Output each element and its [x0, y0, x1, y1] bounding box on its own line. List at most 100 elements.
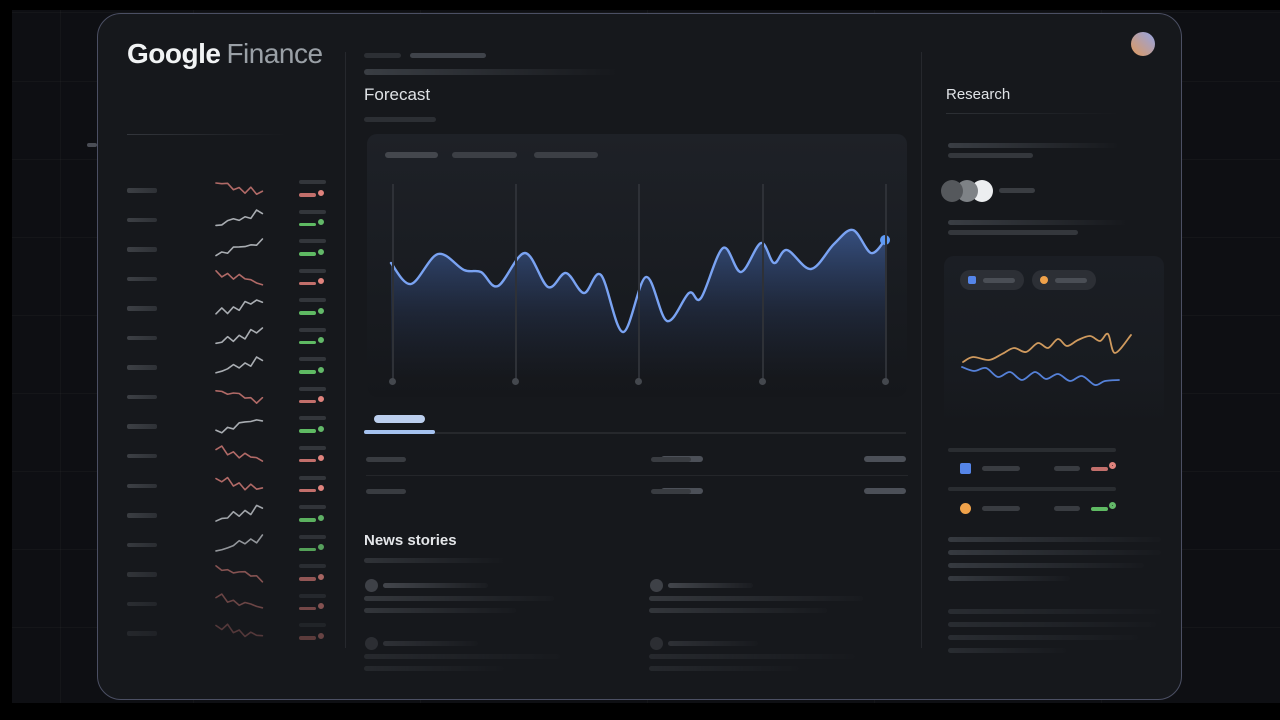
ticker-label-placeholder: [127, 365, 157, 370]
app-logo[interactable]: Google Finance: [127, 38, 323, 70]
row-value-placeholder: [1054, 466, 1080, 471]
research-text-placeholder: [948, 153, 1033, 158]
change-dash-up: [299, 547, 316, 552]
news-item[interactable]: [364, 637, 621, 689]
chart-axis-dot: [759, 378, 766, 385]
watchlist-row-values: [299, 412, 329, 441]
price-placeholder: [299, 357, 326, 362]
ticker-label-placeholder: [127, 424, 157, 429]
watchlist-row[interactable]: [127, 206, 332, 235]
watchlist-row-values: [299, 294, 329, 323]
change-dot-up: [318, 544, 324, 551]
row-change-dot-up: [1109, 502, 1116, 509]
news-source-avatar: [365, 637, 378, 650]
legend-pill-circle[interactable]: [1032, 270, 1096, 290]
chart-gridline: [392, 184, 394, 380]
watchlist-row[interactable]: [127, 472, 332, 501]
research-compare-row[interactable]: [948, 462, 1164, 476]
watchlist-row-values: [299, 590, 329, 619]
filter-toggle-circle[interactable]: [941, 180, 963, 202]
forecast-chart-card: [367, 134, 907, 397]
stat-label-placeholder: [366, 457, 406, 462]
row-marker-square: [960, 463, 971, 474]
sparkline-down: [215, 269, 264, 286]
news-title: News stories: [364, 532, 457, 549]
watchlist-row[interactable]: [127, 176, 332, 205]
watchlist-row[interactable]: [127, 412, 332, 441]
sparkline-up: [215, 238, 264, 257]
app-window: Google Finance Forecast: [97, 13, 1182, 700]
news-source-placeholder: [383, 583, 488, 588]
watchlist-row[interactable]: [127, 560, 332, 589]
background-stage: Google Finance Forecast: [12, 10, 1280, 703]
watchlist-row[interactable]: [127, 442, 332, 471]
row-change-dot-down: [1109, 462, 1116, 469]
news-item[interactable]: [364, 579, 621, 631]
watchlist-row[interactable]: [127, 294, 332, 323]
news-headline-line-1: [649, 654, 855, 659]
news-headline-line-1: [364, 596, 554, 601]
change-dot-down: [318, 573, 324, 580]
change-dot-down: [318, 278, 324, 285]
legend-label-placeholder: [983, 277, 1015, 283]
row-change-dash-down: [1091, 467, 1108, 471]
chart-range-tab[interactable]: [452, 152, 517, 158]
watchlist-row[interactable]: [127, 531, 332, 560]
ticker-label-placeholder: [127, 572, 157, 577]
legend-marker-circle: [1040, 276, 1048, 284]
sparkline-up: [215, 299, 264, 315]
price-placeholder: [299, 623, 326, 628]
news-headline-line-1: [649, 596, 863, 601]
change-dot-up: [318, 366, 324, 373]
watchlist-row[interactable]: [127, 619, 332, 648]
legend-label-placeholder: [1055, 277, 1087, 283]
watchlist-row[interactable]: [127, 235, 332, 264]
watchlist-row-values: [299, 324, 329, 353]
price-placeholder: [299, 239, 326, 244]
research-mini-chart-card: [944, 256, 1164, 426]
paragraph-line-placeholder: [948, 648, 1066, 653]
news-headline-line-2: [649, 608, 827, 613]
research-row-divider: [948, 487, 1116, 491]
row-label-placeholder: [982, 506, 1020, 511]
watchlist-row[interactable]: [127, 590, 332, 619]
paragraph-line-placeholder: [948, 537, 1161, 542]
chart-range-tab[interactable]: [534, 152, 598, 158]
sparkline-down: [215, 623, 264, 638]
watchlist-row[interactable]: [127, 353, 332, 382]
ticker-label-placeholder: [127, 188, 157, 193]
research-title: Research: [946, 86, 1011, 103]
filter-label-placeholder: [999, 188, 1035, 193]
watchlist-row-values: [299, 176, 329, 205]
paragraph-line-placeholder: [948, 563, 1144, 568]
research-compare-row[interactable]: [948, 502, 1164, 516]
news-item[interactable]: [649, 579, 906, 631]
research-row-divider: [948, 448, 1116, 452]
sparkline-up: [215, 208, 264, 226]
news-item[interactable]: [649, 637, 906, 689]
stat-label-placeholder: [366, 489, 406, 494]
legend-pill-square[interactable]: [960, 270, 1024, 290]
forecast-title: Forecast: [364, 85, 431, 104]
chart-range-tab[interactable]: [385, 152, 438, 158]
tab-pill-active[interactable]: [374, 415, 425, 423]
watchlist-row-values: [299, 353, 329, 382]
chart-gridline: [515, 184, 517, 380]
watchlist-row[interactable]: [127, 501, 332, 530]
paragraph-line-placeholder: [948, 576, 1070, 581]
news-headline-line-2: [649, 666, 799, 671]
research-mini-chart: [961, 332, 1132, 386]
change-dash-up: [299, 518, 316, 522]
edge-tick: [87, 143, 97, 147]
news-headline-line-1: [364, 654, 560, 659]
profile-avatar[interactable]: [1131, 32, 1155, 56]
watchlist-row[interactable]: [127, 265, 332, 294]
watchlist-row[interactable]: [127, 324, 332, 353]
paragraph-line-placeholder: [948, 550, 1161, 555]
ticker-label-placeholder: [127, 601, 157, 607]
change-dash-down: [299, 606, 316, 611]
watchlist-row[interactable]: [127, 383, 332, 412]
row-change-dash-up: [1091, 507, 1108, 511]
change-dash-down: [299, 636, 316, 640]
sparkline-up: [215, 533, 264, 552]
